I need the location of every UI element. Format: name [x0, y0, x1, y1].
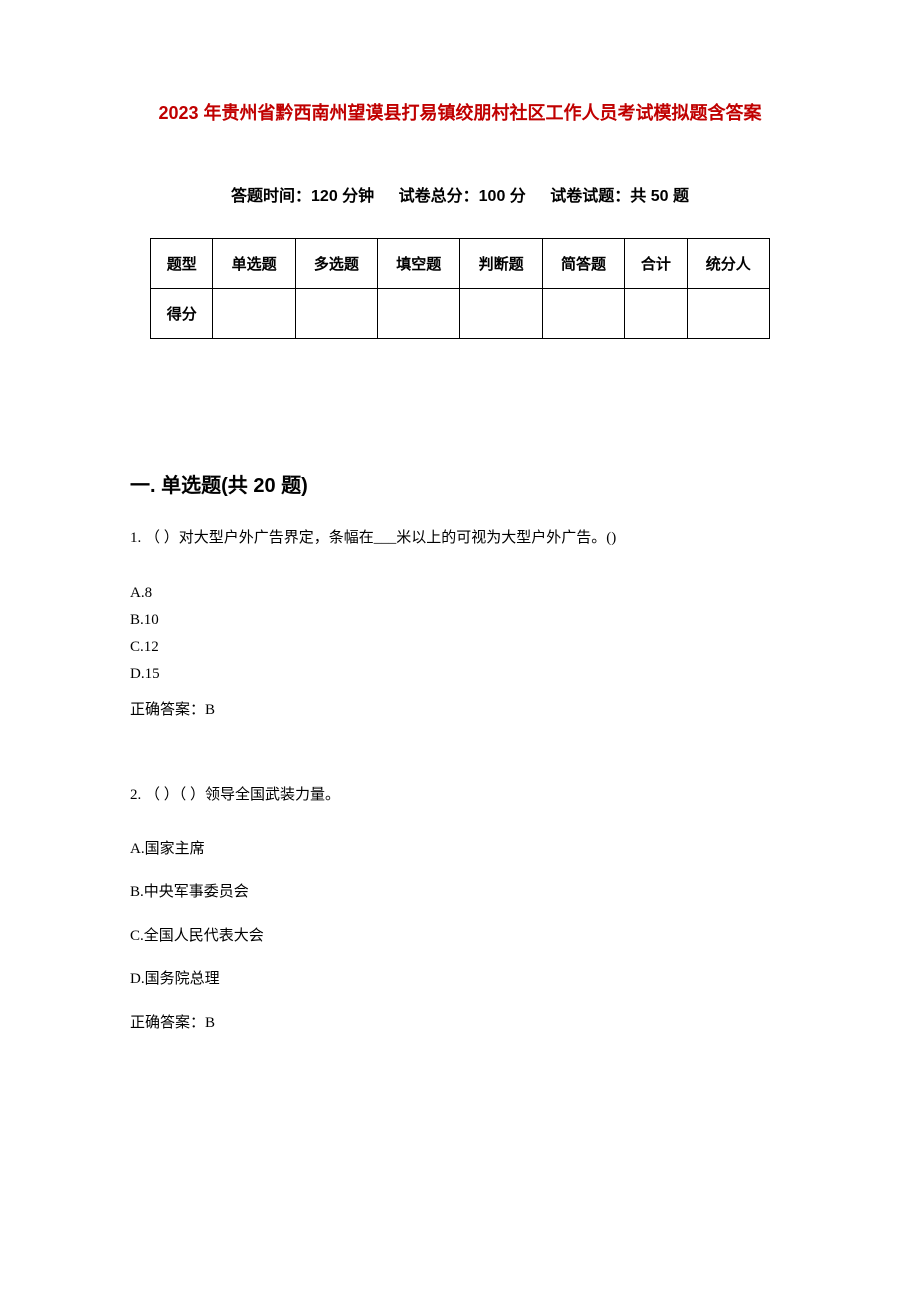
th-type: 题型 — [151, 239, 213, 289]
option-c: C.全国人民代表大会 — [130, 924, 790, 950]
section-heading-single-choice: 一. 单选题(共 20 题) — [130, 469, 790, 498]
td-single — [213, 289, 295, 339]
question-2: 2. （ ）（ ）领导全国武装力量。 A.国家主席 B.中央军事委员会 C.全国… — [130, 783, 790, 1036]
th-scorer: 统分人 — [687, 239, 769, 289]
th-fill: 填空题 — [378, 239, 460, 289]
question-number: 1. — [130, 530, 141, 546]
question-options: A.8 B.10 C.12 D.15 — [130, 580, 790, 688]
td-fill — [378, 289, 460, 339]
meta-question-count: 试卷试题：共 50 题 — [550, 182, 689, 206]
table-header-row: 题型 单选题 多选题 填空题 判断题 简答题 合计 统分人 — [151, 239, 770, 289]
option-d: D.国务院总理 — [130, 967, 790, 993]
td-short — [542, 289, 624, 339]
td-judge — [460, 289, 542, 339]
exam-title: 2023 年贵州省黔西南州望谟县打易镇绞朋村社区工作人员考试模拟题含答案 — [130, 100, 790, 127]
th-single: 单选题 — [213, 239, 295, 289]
th-judge: 判断题 — [460, 239, 542, 289]
meta-total-score: 试卷总分：100 分 — [399, 182, 526, 206]
table-score-row: 得分 — [151, 289, 770, 339]
exam-meta: 答题时间：120 分钟 试卷总分：100 分 试卷试题：共 50 题 — [130, 182, 790, 206]
score-table: 题型 单选题 多选题 填空题 判断题 简答题 合计 统分人 得分 — [150, 238, 770, 339]
question-text: （ ）对大型户外广告界定，条幅在___米以上的可视为大型户外广告。() — [145, 530, 616, 546]
th-total: 合计 — [625, 239, 687, 289]
option-c: C.12 — [130, 634, 790, 661]
td-label: 得分 — [151, 289, 213, 339]
td-total — [625, 289, 687, 339]
question-text: （ ）（ ）领导全国武装力量。 — [145, 787, 340, 803]
question-number: 2. — [130, 787, 141, 803]
option-b: B.10 — [130, 607, 790, 634]
option-b: B.中央军事委员会 — [130, 880, 790, 906]
th-multi: 多选题 — [295, 239, 377, 289]
meta-time: 答题时间：120 分钟 — [231, 182, 374, 206]
question-options: A.国家主席 B.中央军事委员会 C.全国人民代表大会 D.国务院总理 — [130, 837, 790, 993]
question-answer: 正确答案：B — [130, 698, 790, 724]
question-stem: 1. （ ）对大型户外广告界定，条幅在___米以上的可视为大型户外广告。() — [130, 526, 790, 552]
option-d: D.15 — [130, 661, 790, 688]
question-answer: 正确答案：B — [130, 1011, 790, 1037]
question-1: 1. （ ）对大型户外广告界定，条幅在___米以上的可视为大型户外广告。() A… — [130, 526, 790, 723]
td-multi — [295, 289, 377, 339]
option-a: A.8 — [130, 580, 790, 607]
td-scorer — [687, 289, 769, 339]
th-short: 简答题 — [542, 239, 624, 289]
question-stem: 2. （ ）（ ）领导全国武装力量。 — [130, 783, 790, 809]
option-a: A.国家主席 — [130, 837, 790, 863]
